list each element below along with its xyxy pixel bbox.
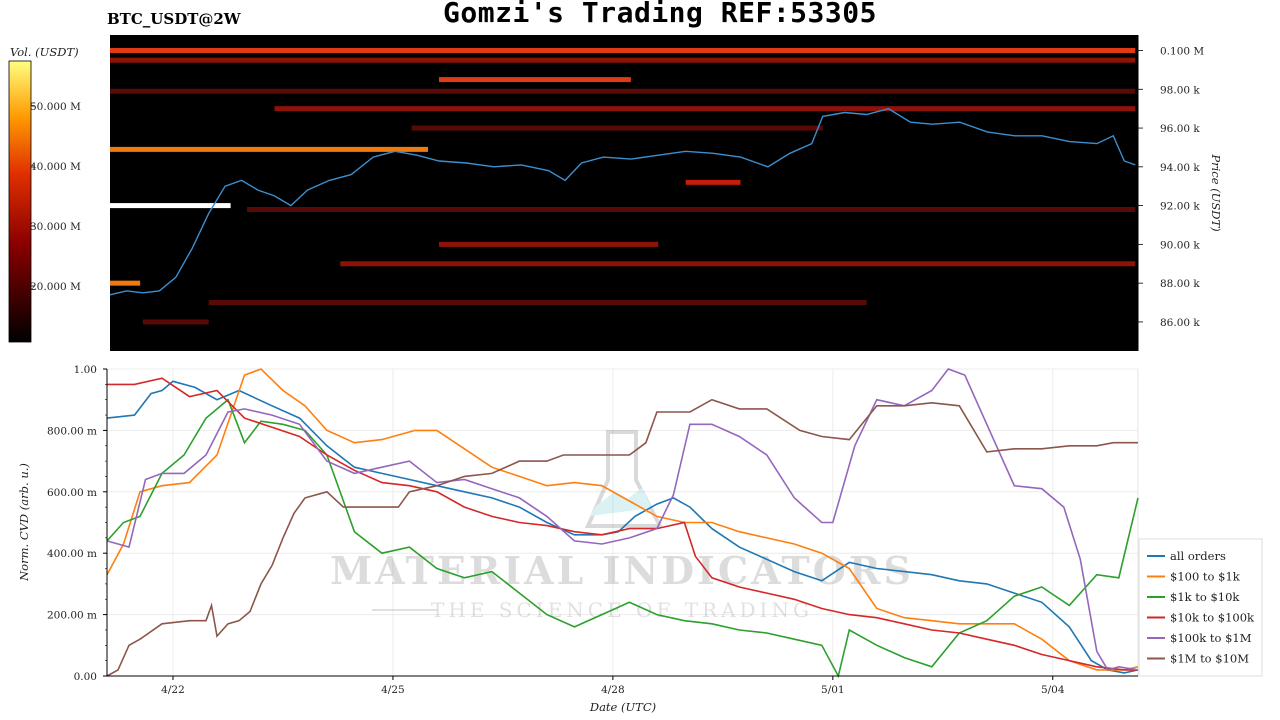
watermark: MATERIAL INDICATORS THE SCIENCE OF TRADI… [330,430,914,622]
price-tick-label: 0.100 M [1160,46,1204,58]
colorbar: Vol. (USDT) 50.000 M 40.000 M 30.000 M 20.0… [8,45,81,343]
heatmap-band [438,241,659,247]
cvd-series-line [106,398,1138,677]
heatmap-band [142,319,209,325]
heatmap-band [438,77,631,83]
legend-label: $1k to $10k [1170,590,1240,604]
price-tick-label: 86.00 k [1160,317,1200,329]
colorbar-tick-label: 40.000 M [30,161,81,173]
legend-label: $100k to $1M [1170,631,1252,645]
watermark-title: MATERIAL INDICATORS [330,548,914,593]
cvd-y-axis-label: Norm. CVD (arb. u.) [17,463,31,582]
cvd-x-tick-label: 4/28 [601,684,625,696]
heatmap-band [247,206,1136,212]
cvd-plot-area [106,368,1139,677]
flask-icon [584,430,664,528]
heatmap-band [411,125,823,131]
heatmap-band [274,106,1136,112]
heatmap-band [110,57,1136,63]
cvd-y-tick-label: 600.00 m [47,487,97,499]
cvd-panel: MATERIAL INDICATORS THE SCIENCE OF TRADI… [17,364,1139,714]
cvd-series-line [106,380,1139,674]
heatmap-band [110,146,428,152]
cvd-x-tick-label: 4/25 [381,684,405,696]
colorbar-label: Vol. (USDT) [10,45,79,59]
cvd-series-line [106,368,1139,671]
colorbar-tick-label: 50.000 M [30,101,81,113]
legend-label: all orders [1170,549,1226,563]
cvd-x-tick-label: 4/22 [161,684,185,696]
heatmap-band [110,280,141,286]
heatmap-background [110,35,1138,351]
chart-title: Gomzi's Trading REF:53305 [443,0,877,29]
colorbar-tick-label: 20.000 M [30,281,81,293]
heatmap-band [685,179,741,185]
cvd-x-tick-label: 5/01 [821,684,845,696]
cvd-series-line [107,377,1138,671]
price-tick-label: 94.00 k [1160,162,1200,174]
heatmap-band [110,48,1136,54]
price-axis-label: Price (USDT) [1209,153,1223,231]
legend-label: $10k to $100k [1170,611,1255,625]
cvd-y-tick-label: 0.00 [74,671,97,683]
heatmap-band [110,203,231,209]
watermark-tagline: THE SCIENCE OF TRADING [431,598,813,622]
price-tick-label: 92.00 k [1160,201,1200,213]
legend: all orders $100 to $1k $1k to $10k $10k to … [1138,538,1263,677]
cvd-series-line [106,368,1139,671]
price-tick-label: 96.00 k [1160,123,1200,135]
cvd-x-axis-label: Date (UTC) [589,700,656,714]
heatmap-band [340,261,1136,267]
price-tick-label: 98.00 k [1160,84,1200,96]
colorbar-tick-label: 30.000 M [30,221,81,233]
price-tick-label: 88.00 k [1160,278,1200,290]
price-tick-label: 90.00 k [1160,239,1200,251]
heatmap-band [110,88,1136,94]
price-line [109,107,1136,296]
chart-subtitle: BTC_USDT@2W [107,10,241,28]
cvd-y-tick-label: 200.00 m [47,610,97,622]
cvd-x-tick-label: 5/04 [1041,684,1065,696]
colorbar-gradient [8,60,32,343]
cvd-y-tick-label: 800.00 m [47,425,97,437]
cvd-y-tick-label: 1.00 [74,364,97,376]
heatmap-panel: 0.100 M 98.00 k 96.00 k 94.00 k 92.00 k 90.00… [109,35,1223,351]
legend-label: $100 to $1k [1170,570,1241,584]
legend-label: $1M to $10M [1170,652,1249,666]
heatmap-band [208,300,867,306]
cvd-y-tick-label: 400.00 m [47,548,97,560]
